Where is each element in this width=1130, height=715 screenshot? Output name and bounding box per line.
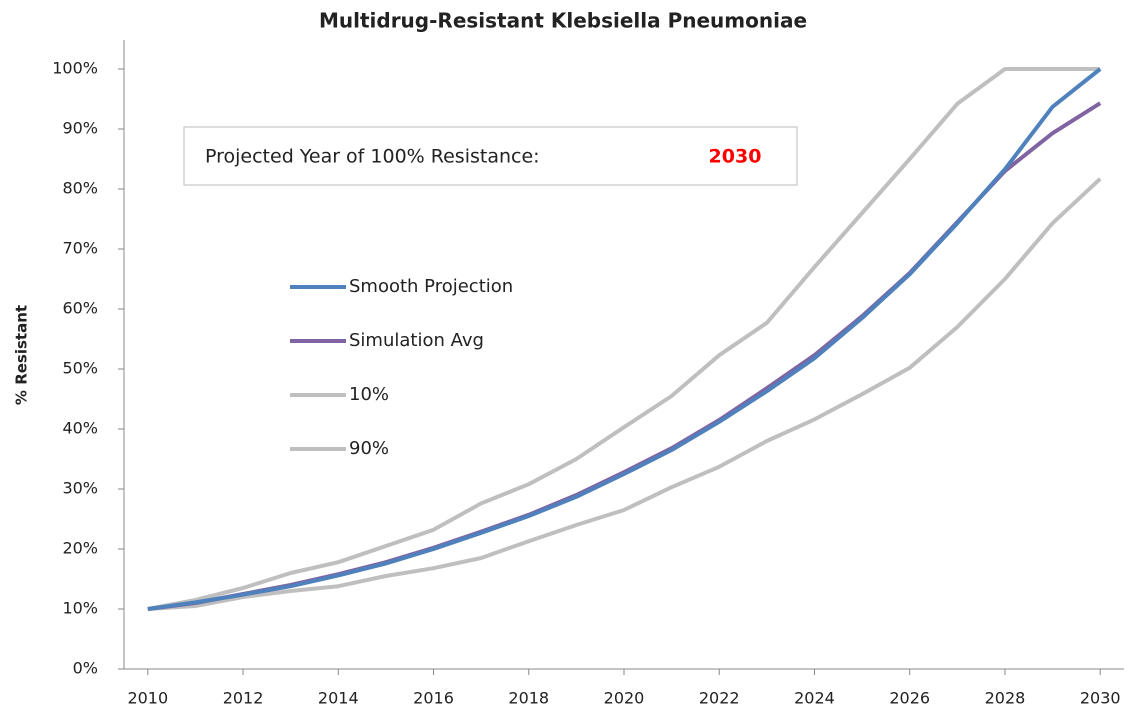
y-axis-label: % Resistant [13,305,31,405]
x-tick-label: 2020 [604,689,645,708]
y-tick-label: 10% [62,599,98,618]
legend-label: 10% [349,384,389,405]
x-tick-label: 2012 [223,689,264,708]
x-tick-label: 2030 [1080,689,1121,708]
legend-label: Smooth Projection [349,276,513,297]
x-tick-label: 2022 [699,689,740,708]
series-line [147,67,1102,611]
y-tick-label: 100% [52,59,98,78]
y-tick-label: 30% [62,479,98,498]
y-tick-label: 40% [62,419,98,438]
y-tick-label: 50% [62,359,98,378]
y-tick-label: 90% [62,119,98,138]
y-tick-label: 20% [62,539,98,558]
legend-label: Simulation Avg [349,330,484,351]
y-tick-label: 70% [62,239,98,258]
x-tick-label: 2014 [318,689,359,708]
y-tick-label: 0% [73,659,98,678]
annotation-value: 2030 [709,146,762,168]
x-tick-label: 2028 [985,689,1026,708]
chart-title: Multidrug-Resistant Klebsiella Pneumonia… [319,9,807,33]
annotation-box [183,126,798,186]
legend-label: 90% [349,438,389,459]
x-tick-label: 2016 [413,689,454,708]
y-tick-label: 60% [62,299,98,318]
annotation-text: Projected Year of 100% Resistance: [205,146,540,168]
x-tick-label: 2018 [508,689,549,708]
series-line [147,67,1101,611]
x-tick-label: 2026 [889,689,930,708]
x-tick-label: 2024 [794,689,835,708]
x-tick-label: 2010 [127,689,168,708]
series-line [147,177,1102,611]
y-tick-label: 80% [62,179,98,198]
